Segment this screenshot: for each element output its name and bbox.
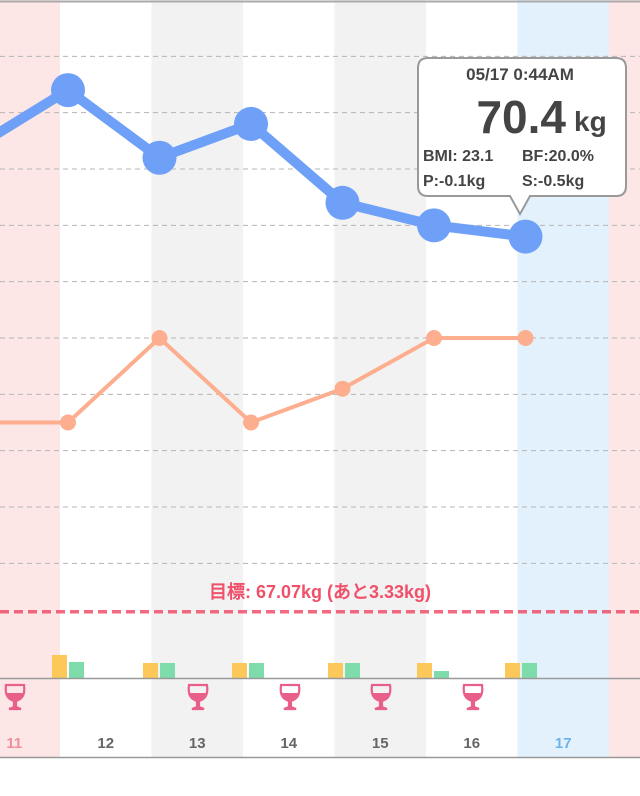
- data-point: [426, 330, 442, 346]
- data-point: [325, 185, 360, 220]
- activity-bar: [52, 655, 67, 678]
- tooltip-s: S:-0.5kg: [522, 173, 584, 190]
- x-tick-label: 12: [97, 735, 114, 752]
- x-labels: 11 12 13 14 15 16 17: [6, 735, 571, 752]
- x-tick-label: 14: [280, 735, 297, 752]
- lines: [0, 73, 543, 431]
- grid: 目標: 67.07kg (あと3.33kg): [0, 55, 640, 614]
- activity-bar: [505, 663, 520, 678]
- data-point: [151, 330, 168, 346]
- activity-bar: [345, 663, 360, 678]
- activity-bar: [143, 663, 158, 678]
- x-tick-label: 15: [372, 735, 389, 752]
- activity-bar: [249, 663, 264, 678]
- tooltip-weight: 70.4: [476, 91, 566, 143]
- x-tick-label: 11: [6, 735, 22, 752]
- data-point: [60, 414, 76, 431]
- tooltip: 05/17 0:44AM 70.4 kg BMI: 23.1 BF:20.0% …: [417, 57, 627, 217]
- data-point: [334, 380, 351, 397]
- wine-icon: [4, 683, 26, 711]
- activity-bar: [232, 663, 247, 678]
- activity-bar: [434, 671, 449, 678]
- day-column: [60, 0, 152, 757]
- activity-bar: [522, 663, 537, 678]
- tooltip-unit: kg: [574, 106, 607, 137]
- day-column: [334, 0, 426, 757]
- tooltip-bf: BF:20.0%: [522, 148, 594, 165]
- data-point: [51, 73, 85, 108]
- data-point: [243, 414, 259, 431]
- tooltip-box: [417, 57, 627, 217]
- tooltip-date: 05/17 0:44AM: [466, 65, 574, 84]
- backgrounds: [0, 0, 640, 757]
- activity-bar: [328, 663, 343, 678]
- x-tick-label: 13: [189, 735, 206, 752]
- wine-icon: [370, 683, 392, 711]
- wine-icons: [4, 683, 484, 711]
- wine-icon: [187, 683, 209, 711]
- activity-bar: [69, 662, 84, 678]
- wine-icon: [462, 683, 484, 711]
- goal-label: 目標: 67.07kg (あと3.33kg): [209, 581, 431, 602]
- x-tick-label: 17: [555, 735, 572, 752]
- day-column: [151, 0, 243, 757]
- tooltip-p: P:-0.1kg: [423, 173, 485, 190]
- x-tick-label: 16: [463, 735, 480, 752]
- data-point: [234, 106, 268, 141]
- data-point: [142, 140, 177, 175]
- activity-bar: [417, 663, 432, 678]
- activity-bars: [52, 655, 537, 678]
- activity-bar: [160, 663, 175, 678]
- data-point: [417, 208, 451, 243]
- tooltip-bmi: BMI: 23.1: [423, 148, 493, 165]
- wine-icon: [279, 683, 301, 711]
- data-point: [508, 219, 543, 254]
- data-point: [517, 330, 534, 346]
